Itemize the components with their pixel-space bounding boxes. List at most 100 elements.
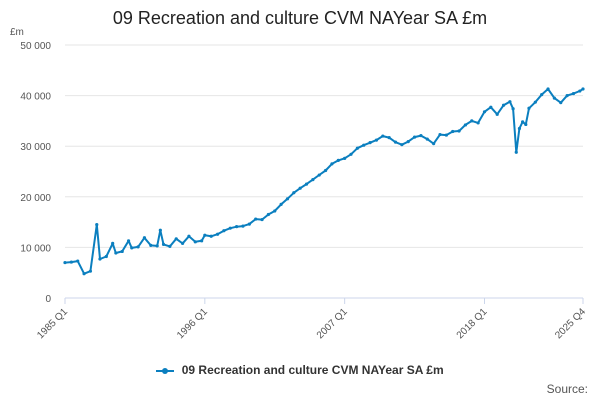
y-tick-label: 0 [45, 294, 51, 305]
legend[interactable]: 09 Recreation and culture CVM NAYear SA … [0, 363, 600, 377]
data-point [438, 132, 442, 137]
data-point [381, 134, 385, 138]
data-point [98, 257, 102, 261]
data-point [155, 244, 159, 248]
data-point [374, 138, 379, 142]
legend-label: 09 Recreation and culture CVM NAYear SA … [181, 363, 444, 377]
data-point [304, 182, 309, 186]
data-point [470, 119, 474, 123]
data-point [209, 234, 213, 238]
data-point [362, 143, 366, 147]
data-point [406, 140, 410, 144]
data-point [317, 173, 321, 177]
data-point [111, 241, 115, 245]
data-point [311, 177, 315, 182]
data-point [254, 217, 258, 221]
data-point [161, 242, 166, 246]
data-point [168, 244, 172, 248]
data-point [540, 92, 544, 97]
data-point [444, 133, 448, 137]
data-point [501, 103, 506, 107]
x-tick-label: 1985 Q1 [35, 306, 70, 341]
data-point [571, 91, 576, 96]
data-point [343, 156, 347, 160]
data-point [578, 89, 582, 93]
data-point [88, 269, 93, 273]
data-point [355, 146, 359, 150]
data-point [82, 272, 86, 276]
data-point [136, 245, 140, 249]
y-tick-label: 10 000 [20, 243, 51, 254]
chart-title: 09 Recreation and culture CVM NAYear SA … [112, 8, 488, 28]
data-point [565, 94, 569, 98]
data-point [222, 229, 226, 233]
data-point [451, 129, 455, 134]
data-point [533, 100, 537, 104]
data-point [215, 232, 220, 236]
series-line [64, 88, 584, 275]
data-point [187, 234, 191, 238]
data-point [260, 217, 264, 222]
x-tick-label: 2007 Q1 [315, 306, 350, 341]
data-point [95, 223, 99, 227]
data-point [463, 123, 468, 127]
data-point [489, 105, 493, 109]
data-point [482, 110, 487, 114]
x-tick-label: 2018 Q1 [455, 306, 490, 341]
data-point [180, 241, 185, 245]
data-point [76, 259, 80, 263]
data-point [241, 224, 245, 228]
data-point [266, 212, 270, 217]
data-point [387, 135, 391, 140]
data-point [247, 222, 251, 226]
data-point [495, 112, 499, 116]
data-point [514, 150, 518, 154]
data-point [200, 239, 204, 243]
data-point [114, 251, 118, 255]
data-point [323, 168, 328, 173]
data-point [279, 202, 283, 206]
data-point [292, 191, 296, 195]
data-point [285, 197, 290, 201]
data-point [546, 87, 550, 91]
data-point [517, 126, 522, 131]
data-point [69, 260, 73, 264]
data-point [581, 87, 585, 91]
data-point [552, 96, 556, 100]
data-point [228, 226, 232, 230]
y-tick-label: 50 000 [20, 41, 51, 52]
data-point [174, 237, 178, 241]
data-point [457, 129, 461, 133]
data-point [527, 106, 531, 110]
legend-swatch [156, 367, 175, 374]
data-point [412, 135, 417, 139]
data-point [104, 254, 108, 259]
series-layer [63, 87, 585, 276]
data-point [559, 101, 563, 105]
data-point [432, 142, 436, 146]
data-point [203, 233, 207, 237]
data-point [193, 240, 197, 244]
data-point [511, 107, 515, 111]
data-point [368, 141, 372, 145]
data-point [393, 140, 398, 144]
y-tick-label: 20 000 [20, 193, 51, 204]
data-point [142, 236, 147, 240]
data-point [158, 228, 162, 232]
y-tick-label: 30 000 [20, 142, 51, 153]
data-point [120, 249, 124, 254]
data-point [149, 243, 153, 247]
x-tick-label: 1996 Q1 [175, 306, 210, 341]
credits-label: Source: [546, 382, 588, 396]
y-axis-unit-label: £m [10, 27, 24, 38]
data-point [419, 133, 423, 138]
data-point [336, 158, 340, 162]
axes: 0 10 000 20 000 30 000 40 000 50 000 £m 1985 Q1… [10, 27, 588, 341]
data-point [508, 100, 512, 104]
y-tick-label: 40 000 [20, 92, 51, 103]
data-point [524, 122, 528, 127]
data-point [425, 137, 429, 141]
data-point [330, 162, 334, 166]
data-point [521, 120, 525, 124]
